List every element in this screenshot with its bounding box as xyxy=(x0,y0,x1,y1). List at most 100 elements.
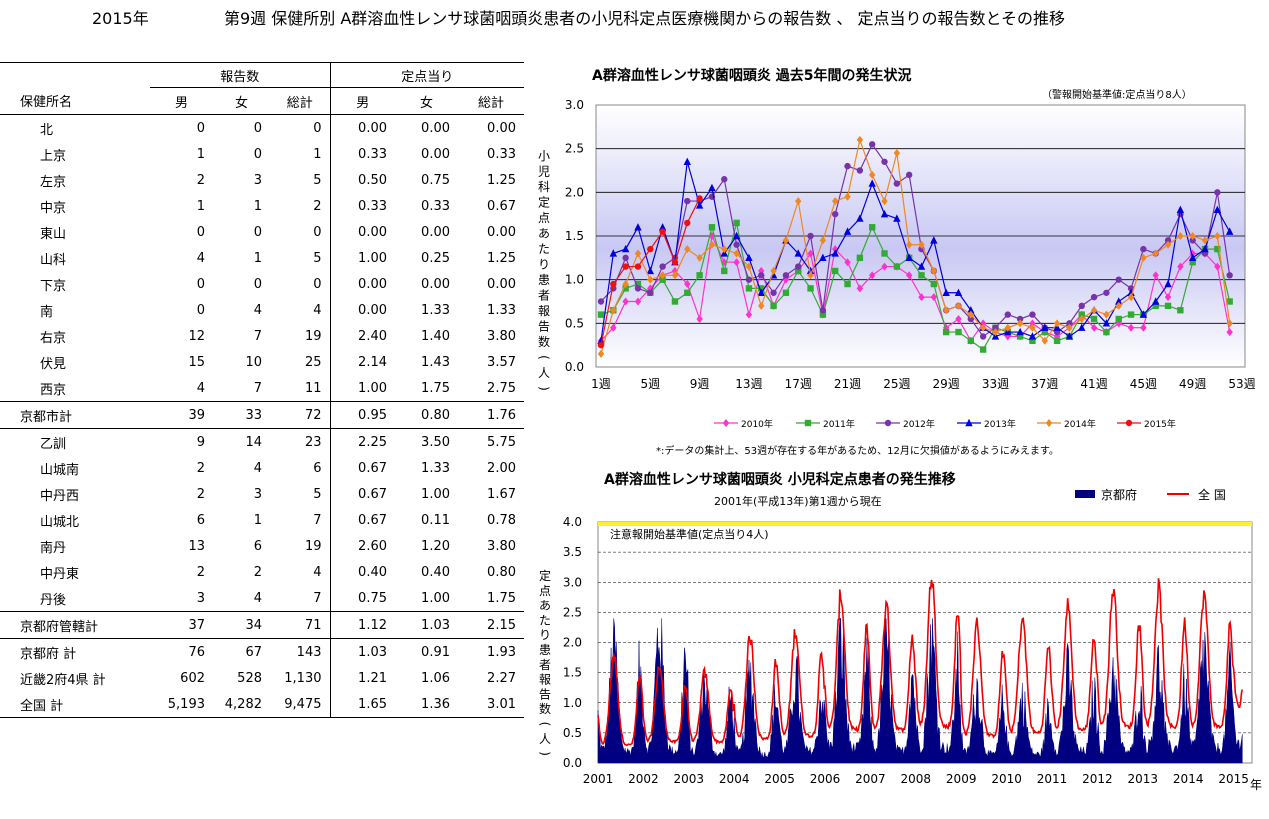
data-point xyxy=(770,302,777,310)
cell-pm: 0.40 xyxy=(329,559,395,585)
cell-pf: 1.36 xyxy=(395,691,458,718)
series-line-2013年 xyxy=(600,161,1231,341)
table-group-header-row: 報告数 定点当り xyxy=(0,62,524,88)
cell-pf: 0.11 xyxy=(421,512,450,528)
cell-t: 5 xyxy=(313,486,322,502)
cell-pm: 1.00 xyxy=(329,375,395,402)
data-point xyxy=(1177,232,1184,240)
cell-pm: 2.14 xyxy=(329,349,395,375)
cell-t: 72 xyxy=(270,401,330,429)
data-point xyxy=(622,263,629,270)
summary-row: 近畿2府4県 計 602 528 1,130 1.21 1.06 2.27 xyxy=(0,665,524,691)
cell-t: 5 xyxy=(313,250,322,266)
cell-pt: 1.93 xyxy=(487,644,516,660)
data-point xyxy=(1028,332,1037,340)
series-line-national xyxy=(597,578,1244,747)
cell-f: 4 xyxy=(253,302,262,318)
data-point xyxy=(1225,227,1234,235)
data-point xyxy=(1177,262,1184,271)
cell-pt: 1.25 xyxy=(487,250,516,266)
summary-row: 全国 計 5,193 4,282 9,475 1.65 1.36 3.01 xyxy=(0,691,524,718)
data-point xyxy=(671,298,679,305)
cell-pf: 0.00 xyxy=(421,276,450,292)
data-point xyxy=(930,293,938,302)
data-point xyxy=(868,170,876,179)
cell-f: 0 xyxy=(253,276,262,292)
cell-t: 5 xyxy=(313,172,322,188)
series-line-2014年 xyxy=(600,137,1231,355)
y-axis-label-char: 患 xyxy=(539,643,551,657)
data-point xyxy=(1201,244,1209,253)
cell-pf: 0.75 xyxy=(421,172,450,188)
data-point xyxy=(597,336,605,344)
cell-name: 西京 xyxy=(40,382,67,398)
cell-t: 1,130 xyxy=(284,670,322,686)
y-axis-label-char: た xyxy=(539,613,551,627)
x-tick-label: 2011 xyxy=(1037,772,1068,786)
data-point xyxy=(1152,297,1160,305)
cell-name: 京都府 計 xyxy=(20,646,77,662)
data-point xyxy=(1201,236,1209,245)
data-point xyxy=(782,289,790,296)
cell-t: 143 xyxy=(296,644,322,660)
y-tick-label: 1.5 xyxy=(563,666,582,680)
table-row: 南 0 4 4 0.00 1.33 1.33 xyxy=(0,297,524,323)
table-row: 北 0 0 0 0.00 0.00 0.00 xyxy=(0,114,524,141)
data-point xyxy=(1102,319,1111,327)
table-row: 南丹 13 6 19 2.60 1.20 3.80 xyxy=(0,533,524,559)
data-point xyxy=(745,310,753,319)
cell-pt: 2.00 xyxy=(487,460,516,476)
cell-name: 京都府管轄計 xyxy=(0,611,150,639)
data-point xyxy=(745,285,753,292)
data-point xyxy=(819,253,827,262)
reports-group-header: 報告数 xyxy=(150,62,330,88)
y-axis-label-char: 告 xyxy=(539,687,551,701)
data-point xyxy=(1078,323,1086,331)
data-point xyxy=(597,341,605,349)
data-point xyxy=(1115,297,1123,305)
cell-m: 2 xyxy=(196,486,205,502)
cell-pt: 1.25 xyxy=(487,172,516,188)
data-point xyxy=(844,162,851,170)
table-row: 乙訓 9 14 23 2.25 3.50 5.75 xyxy=(0,428,524,455)
table-row: 丹後 3 4 7 0.75 1.00 1.75 xyxy=(0,585,524,612)
data-point xyxy=(918,240,925,249)
data-point xyxy=(955,328,962,336)
cell-pt: 2.15 xyxy=(458,611,524,639)
data-point xyxy=(893,180,901,187)
data-point xyxy=(831,249,839,257)
y-tick-label: 0.0 xyxy=(563,756,582,770)
table-row: 山城南 2 4 6 0.67 1.33 2.00 xyxy=(0,455,524,481)
x-tick-label: 2014 xyxy=(1173,772,1204,786)
data-point xyxy=(647,245,654,253)
cell-m: 1 xyxy=(196,198,205,214)
data-point xyxy=(1140,323,1147,332)
data-point xyxy=(819,307,827,314)
table-row: 中丹東 2 2 4 0.40 0.40 0.80 xyxy=(0,559,524,585)
data-point xyxy=(695,201,704,209)
data-point xyxy=(610,280,617,288)
cell-name: 東山 xyxy=(40,226,67,242)
caution-threshold-band xyxy=(598,522,1252,526)
x-tick-label: 2001 xyxy=(583,772,614,786)
data-point xyxy=(1189,237,1196,244)
data-point xyxy=(819,236,827,245)
data-point xyxy=(684,197,691,205)
data-point xyxy=(684,289,691,296)
data-point xyxy=(597,311,605,318)
cell-pf: 1.00 xyxy=(421,590,450,606)
data-point xyxy=(733,249,740,258)
table-row: 中丹西 2 3 5 0.67 1.00 1.67 xyxy=(0,481,524,507)
cell-f: 528 xyxy=(237,670,262,686)
x-tick-label: 2012 xyxy=(1082,772,1113,786)
y-axis-label-char: 定 xyxy=(538,195,550,210)
y-tick-label: 0.5 xyxy=(565,316,584,330)
data-point xyxy=(807,271,814,280)
data-point xyxy=(1152,271,1159,280)
data-point xyxy=(696,253,703,262)
col-header-male-per: 男 xyxy=(329,87,395,115)
table-row: 山城北 6 1 7 0.67 0.11 0.78 xyxy=(0,507,524,533)
data-point xyxy=(1090,306,1098,315)
x-tick-label: 2015 xyxy=(1218,772,1249,786)
data-point xyxy=(1016,319,1024,328)
